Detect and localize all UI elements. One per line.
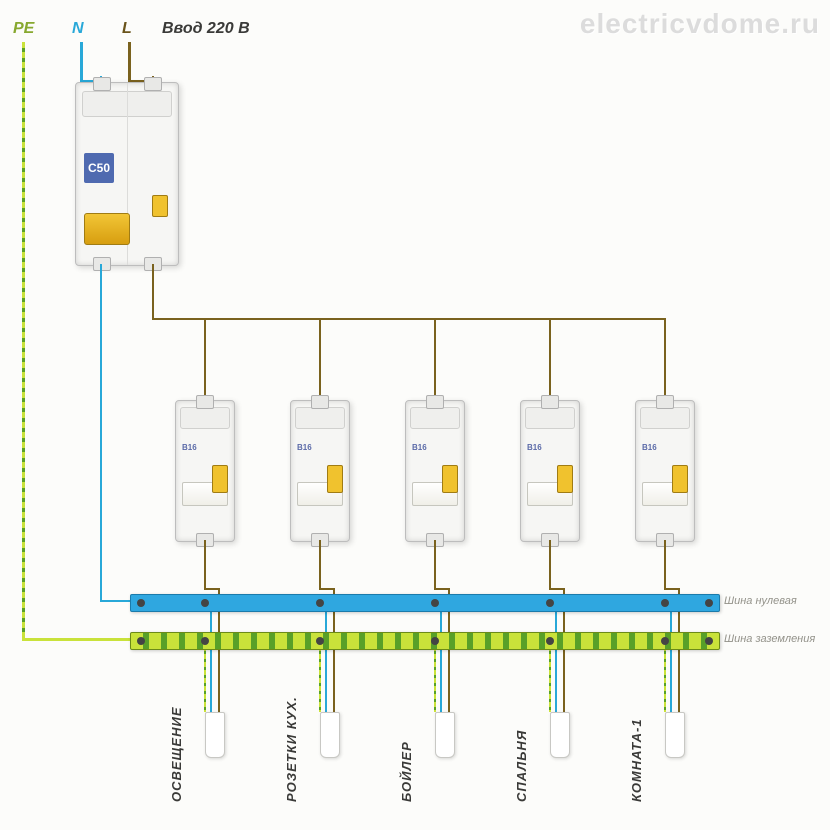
main-breaker-lever xyxy=(84,213,130,245)
circuit-label-3: БОЙЛЕР xyxy=(399,741,414,802)
circuit-label-1: ОСВЕЩЕНИЕ xyxy=(169,707,184,803)
cable-end-2 xyxy=(320,712,340,758)
main-rcd-breaker: C50 xyxy=(75,82,179,266)
cable-end-3 xyxy=(435,712,455,758)
circuit-breaker-lever xyxy=(442,465,458,493)
rcd-test-button xyxy=(152,195,168,217)
circuit-breaker-lever xyxy=(557,465,573,493)
main-breaker-rating: C50 xyxy=(84,153,114,183)
circuit-breaker-4: B16 xyxy=(520,400,580,542)
circuit-breaker-5: B16 xyxy=(635,400,695,542)
input-voltage-label: Ввод 220 В xyxy=(162,20,250,38)
circuit-breaker-lever xyxy=(672,465,688,493)
circuit-breaker-1: B16 xyxy=(175,400,235,542)
circuit-breaker-lever xyxy=(212,465,228,493)
n-label: N xyxy=(72,20,84,38)
circuit-label-4: СПАЛЬНЯ xyxy=(514,730,529,802)
watermark: electricvdome.ru xyxy=(580,8,820,40)
earth-busbar xyxy=(130,632,720,650)
neutral-busbar-label: Шина нулевая xyxy=(724,595,797,607)
neutral-busbar xyxy=(130,594,720,612)
l-label: L xyxy=(122,20,132,38)
cable-end-5 xyxy=(665,712,685,758)
cable-end-1 xyxy=(205,712,225,758)
circuit-breaker-2: B16 xyxy=(290,400,350,542)
circuit-breaker-3: B16 xyxy=(405,400,465,542)
earth-busbar-label: Шина заземления xyxy=(724,633,815,645)
pe-label: PE xyxy=(13,20,34,38)
circuit-label-2: РОЗЕТКИ КУХ. xyxy=(284,696,299,802)
circuit-breaker-lever xyxy=(327,465,343,493)
cable-end-4 xyxy=(550,712,570,758)
circuit-label-5: КОМНАТА-1 xyxy=(629,718,644,802)
